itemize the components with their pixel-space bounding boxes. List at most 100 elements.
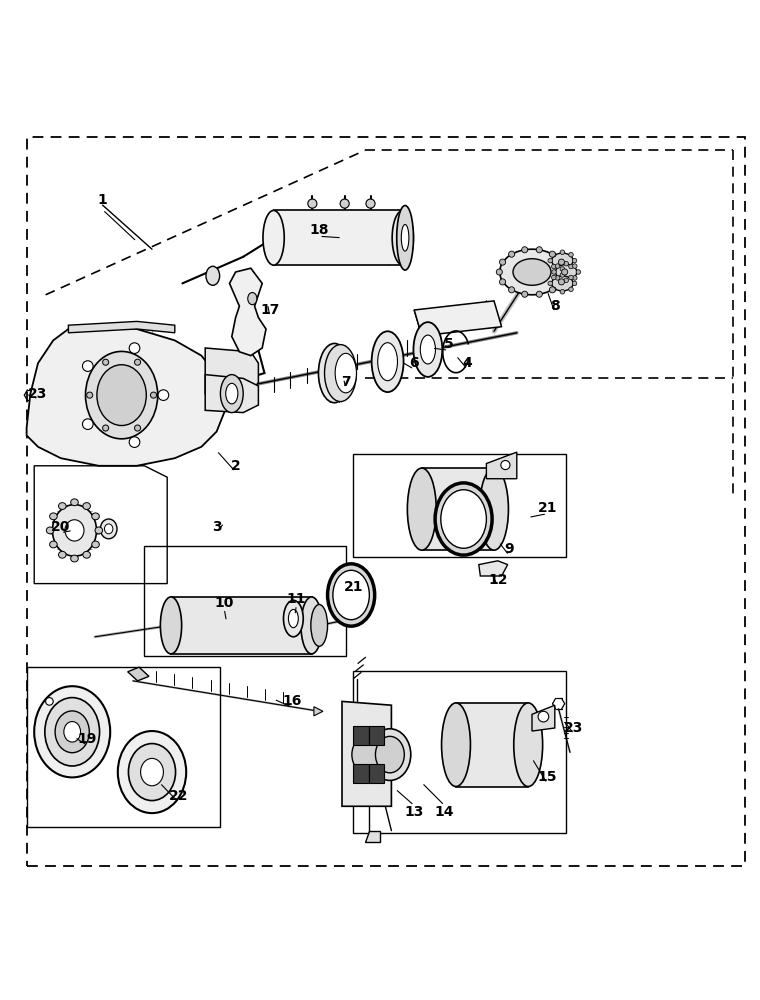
Circle shape (559, 259, 565, 265)
Text: 12: 12 (488, 573, 508, 587)
Circle shape (83, 419, 93, 429)
Circle shape (552, 252, 556, 257)
Circle shape (508, 251, 515, 257)
Ellipse shape (85, 351, 158, 439)
Ellipse shape (375, 736, 404, 773)
Polygon shape (422, 468, 494, 550)
Ellipse shape (59, 503, 66, 509)
Text: 10: 10 (214, 596, 234, 610)
Ellipse shape (500, 249, 564, 295)
Polygon shape (128, 667, 149, 681)
Circle shape (150, 392, 157, 398)
Ellipse shape (46, 527, 54, 534)
Ellipse shape (311, 604, 328, 646)
Circle shape (556, 264, 560, 268)
Circle shape (521, 291, 527, 297)
Ellipse shape (100, 519, 117, 539)
Ellipse shape (435, 483, 492, 555)
Text: 21: 21 (344, 580, 363, 594)
Circle shape (564, 278, 568, 283)
Circle shape (560, 273, 565, 277)
Polygon shape (205, 348, 258, 394)
Circle shape (572, 264, 577, 268)
Ellipse shape (335, 353, 356, 393)
Polygon shape (68, 321, 175, 333)
Circle shape (548, 281, 553, 286)
Ellipse shape (49, 541, 57, 548)
Text: 21: 21 (537, 501, 557, 515)
Circle shape (87, 392, 93, 398)
Circle shape (129, 437, 140, 447)
Circle shape (103, 425, 109, 431)
Ellipse shape (372, 331, 404, 392)
Circle shape (552, 270, 556, 274)
Ellipse shape (407, 468, 436, 550)
Polygon shape (314, 707, 323, 716)
Ellipse shape (128, 744, 176, 801)
Circle shape (549, 251, 556, 257)
Text: 22: 22 (169, 789, 188, 803)
Circle shape (559, 279, 565, 285)
Ellipse shape (318, 343, 350, 403)
Circle shape (576, 270, 581, 274)
Circle shape (83, 361, 93, 371)
Circle shape (560, 250, 565, 255)
Ellipse shape (95, 527, 103, 534)
Polygon shape (532, 705, 555, 731)
Ellipse shape (283, 600, 303, 637)
Ellipse shape (552, 253, 573, 268)
Circle shape (572, 276, 577, 280)
Ellipse shape (308, 199, 317, 208)
Text: 11: 11 (287, 592, 306, 606)
Ellipse shape (328, 564, 375, 626)
Polygon shape (369, 764, 384, 783)
Circle shape (548, 258, 553, 263)
Circle shape (538, 711, 549, 722)
Ellipse shape (83, 551, 90, 558)
Circle shape (129, 343, 140, 353)
Ellipse shape (248, 293, 257, 305)
Ellipse shape (289, 609, 298, 628)
Polygon shape (205, 375, 258, 413)
Ellipse shape (118, 731, 186, 813)
Ellipse shape (141, 758, 163, 786)
Polygon shape (414, 301, 502, 336)
Circle shape (158, 390, 169, 400)
Polygon shape (369, 726, 384, 745)
Polygon shape (486, 452, 517, 479)
Circle shape (549, 287, 556, 293)
Polygon shape (27, 325, 224, 466)
Circle shape (537, 291, 543, 297)
Ellipse shape (97, 365, 146, 426)
Circle shape (568, 275, 573, 280)
Circle shape (499, 259, 505, 265)
Ellipse shape (55, 711, 90, 753)
Ellipse shape (442, 703, 470, 787)
Text: 6: 6 (410, 356, 419, 370)
Text: 20: 20 (51, 520, 71, 534)
Ellipse shape (392, 210, 413, 265)
Text: 8: 8 (550, 299, 559, 313)
Ellipse shape (413, 322, 442, 377)
Polygon shape (353, 764, 369, 783)
Text: 2: 2 (231, 459, 240, 473)
Ellipse shape (441, 490, 486, 548)
Circle shape (552, 287, 556, 292)
Text: 5: 5 (444, 337, 453, 351)
Ellipse shape (226, 383, 238, 404)
Polygon shape (479, 561, 508, 576)
Text: 17: 17 (260, 303, 280, 317)
Ellipse shape (552, 276, 573, 291)
Circle shape (552, 275, 556, 280)
Polygon shape (274, 210, 403, 265)
Ellipse shape (104, 524, 112, 534)
Ellipse shape (220, 375, 243, 413)
Ellipse shape (301, 597, 322, 654)
Ellipse shape (420, 335, 435, 364)
Circle shape (496, 269, 502, 275)
Text: 19: 19 (78, 732, 97, 746)
Circle shape (46, 698, 53, 705)
Circle shape (537, 247, 543, 253)
Ellipse shape (71, 499, 78, 506)
Circle shape (560, 267, 565, 271)
